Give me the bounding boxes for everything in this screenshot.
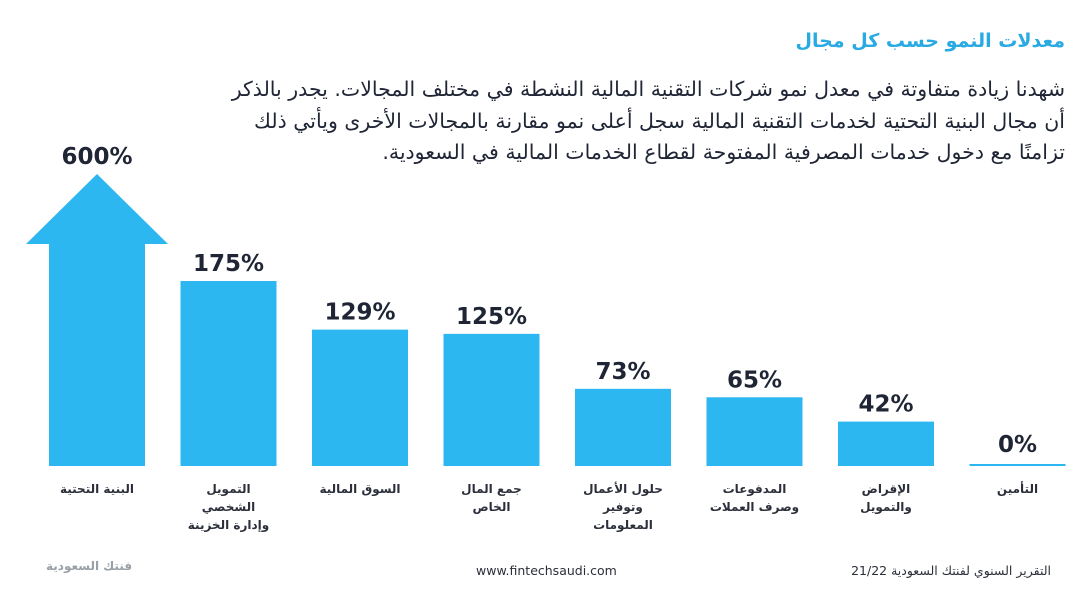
category-label-0-0: البنية التحتية	[60, 482, 134, 496]
bar-2	[312, 329, 408, 466]
category-label-2-0: السوق المالية	[319, 482, 400, 497]
category-label-3-1: الخاص	[473, 500, 511, 514]
value-label-7: 0%	[998, 432, 1037, 458]
category-label-1-2: وإدارة الخزينة	[188, 518, 269, 533]
value-label-0: 600%	[61, 144, 132, 170]
value-label-3: 125%	[456, 304, 527, 330]
bar-4	[575, 388, 671, 466]
value-label-4: 73%	[595, 359, 650, 385]
bar-1	[180, 281, 277, 466]
value-label-2: 129%	[324, 300, 395, 326]
value-label-6: 42%	[858, 392, 913, 418]
footer-report-title: التقرير السنوي لفنتك السعودية 21/22	[851, 563, 1051, 578]
category-label-5-1: وصرف العملات	[710, 500, 799, 515]
category-label-7-0: التأمين	[997, 481, 1038, 496]
category-label-4-1: وتوفير	[602, 500, 643, 515]
footer-website[interactable]: www.fintechsaudi.com	[476, 563, 617, 578]
category-label-6-0: الإقراض	[862, 482, 911, 496]
category-label-1-1: الشخصي	[202, 500, 255, 514]
value-label-1: 175%	[193, 251, 264, 277]
category-label-1-0: التمويل	[206, 482, 250, 497]
bar-7	[969, 464, 1066, 466]
bar-6	[838, 421, 934, 466]
category-label-6-1: والتمويل	[860, 500, 912, 515]
category-label-5-0: المدفوعات	[723, 482, 787, 497]
bar-arrow-0	[26, 174, 168, 466]
section-title: معدلات النمو حسب كل مجال	[795, 30, 1065, 52]
bar-3	[443, 333, 540, 466]
growth-bar-chart: 600% البنية التحتية 175% التمويل الشخصي وإدار…	[26, 144, 1066, 533]
category-label-4-0: حلول الأعمال	[583, 481, 663, 497]
bar-5	[706, 397, 803, 466]
category-label-3-0: جمع المال	[461, 482, 522, 496]
footer-brand: فنتك السعودية	[46, 559, 133, 573]
intro-paragraph: شهدنا زيادة متفاوتة في معدل نمو شركات ال…	[231, 77, 1065, 164]
value-label-5: 65%	[727, 367, 782, 393]
category-label-4-2: المعلومات	[593, 518, 653, 533]
